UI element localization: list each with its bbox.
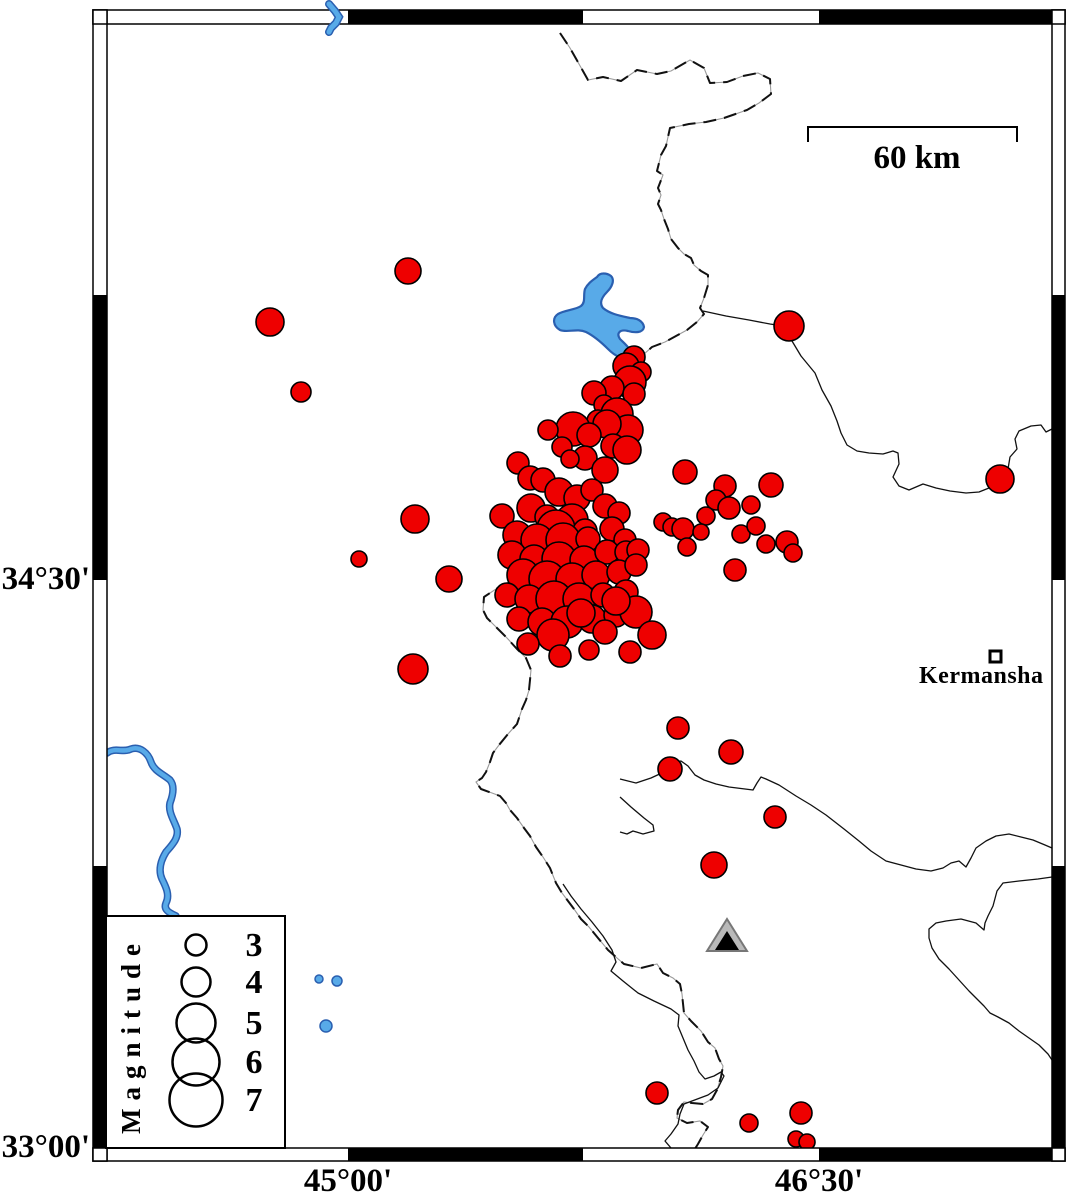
earthquake-marker [537, 419, 559, 441]
legend-magnitude-circle [171, 1037, 221, 1087]
earthquake-marker [400, 504, 430, 534]
boundary-line-path [928, 876, 1053, 1061]
earthquake-marker [624, 553, 648, 577]
earthquake-marker [350, 550, 368, 568]
earthquake-marker [741, 495, 761, 515]
border-dashed-path [475, 582, 724, 1153]
frame-black-segment [348, 10, 583, 24]
earthquake-marker [566, 598, 596, 628]
earthquake-marker [671, 517, 695, 541]
lake [553, 272, 646, 360]
frame-black-segment [93, 295, 107, 580]
boundary-line-path [619, 796, 655, 835]
frame-black-segment [1052, 295, 1065, 580]
earthquake-marker [612, 435, 642, 465]
earthquake-marker [592, 619, 618, 645]
legend-magnitude-circle [180, 966, 212, 998]
lon-label-right: 46°30' [774, 1163, 864, 1199]
legend-value-6: 6 [245, 1044, 263, 1081]
legend-value-7: 7 [245, 1082, 263, 1119]
frame-corner [1051, 1147, 1066, 1162]
legend-magnitude-circle [168, 1072, 224, 1128]
frame-black-segment [93, 866, 107, 1148]
legend-title: Magnitude [116, 936, 146, 1135]
earthquake-marker [622, 382, 646, 406]
earthquake-marker [645, 1081, 669, 1105]
legend-value-3: 3 [245, 927, 263, 964]
city-marker-icon [988, 649, 1003, 664]
legend-value-5: 5 [245, 1005, 263, 1042]
pond [319, 1019, 333, 1033]
earthquake-marker [601, 586, 631, 616]
lon-label-left: 45°00' [303, 1163, 393, 1199]
earthquake-marker [578, 639, 600, 661]
city-label: Kermansha [919, 663, 1044, 689]
frame-black-segment [819, 1148, 1052, 1161]
frame-corner [92, 9, 108, 25]
earthquake-marker [435, 565, 463, 593]
earthquake-marker [618, 640, 642, 664]
frame-black-segment [819, 10, 1052, 24]
legend-value-4: 4 [245, 964, 263, 1001]
earthquake-marker [637, 620, 667, 650]
earthquake-marker [696, 506, 716, 526]
earthquake-marker [789, 1101, 813, 1125]
earthquake-marker [756, 534, 776, 554]
legend-magnitude-circle [175, 1002, 217, 1044]
pond [314, 974, 324, 984]
lat-label-top: 34°30' [1, 561, 90, 597]
scalebar-bracket [807, 126, 1018, 142]
frame-black-segment [1052, 866, 1065, 1148]
river-path [104, 746, 180, 919]
earthquake-marker [773, 310, 805, 342]
earthquake-marker [560, 449, 580, 469]
earthquake-marker [763, 805, 787, 829]
earthquake-marker [783, 543, 803, 563]
earthquake-marker [677, 537, 697, 557]
earthquake-marker [746, 516, 766, 536]
earthquake-marker [576, 422, 602, 448]
station-triangle-inner-icon [715, 931, 739, 950]
boundary-line-path [562, 883, 725, 1153]
earthquake-marker [692, 523, 710, 541]
legend-magnitude-circle [184, 933, 208, 957]
earthquake-marker [489, 503, 515, 529]
lat-label-bottom: 33°00' [1, 1129, 90, 1165]
earthquake-marker [657, 756, 683, 782]
pond [331, 975, 343, 987]
frame-corner [1051, 9, 1066, 25]
earthquake-marker [666, 716, 690, 740]
earthquake-marker [700, 851, 728, 879]
earthquake-marker [672, 459, 698, 485]
earthquake-marker [591, 456, 619, 484]
border-dashed-path [559, 32, 772, 364]
boundary-line-path [619, 760, 1053, 872]
earthquake-marker [731, 524, 751, 544]
top-river-path [326, 1, 342, 35]
earthquake-marker [985, 464, 1015, 494]
frame-black-segment [348, 1148, 583, 1161]
frame-corner [92, 1147, 108, 1162]
earthquake-marker [739, 1113, 759, 1133]
earthquake-marker [255, 307, 285, 337]
earthquake-marker [397, 653, 429, 685]
earthquake-marker [718, 739, 744, 765]
earthquake-marker [506, 606, 532, 632]
earthquake-marker [758, 472, 784, 498]
earthquake-marker [516, 632, 540, 656]
earthquake-marker [723, 558, 747, 582]
earthquake-marker [580, 478, 604, 502]
earthquake-marker [394, 257, 422, 285]
scalebar-label: 60 km [873, 140, 961, 176]
border-underlay-path [475, 582, 724, 1153]
earthquake-marker [717, 496, 741, 520]
earthquake-marker [290, 381, 312, 403]
earthquake-marker [548, 644, 572, 668]
